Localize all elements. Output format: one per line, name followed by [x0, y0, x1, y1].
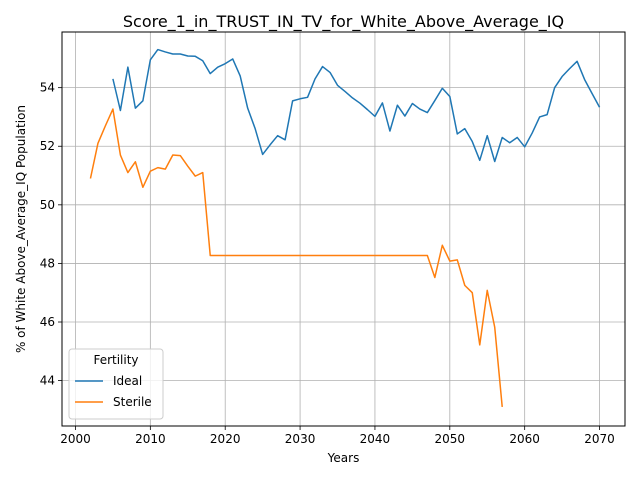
x-axis-ticks: 2000 2010 2020 2030 2040 2050 2060 2070: [60, 426, 615, 446]
series-line-sterile: [89, 108, 503, 408]
y-tick-label: 46: [40, 315, 55, 329]
x-tick-label: 2030: [285, 432, 316, 446]
y-tick-label: 48: [40, 256, 55, 270]
x-tick-label: 2040: [360, 432, 391, 446]
x-tick-label: 2010: [135, 432, 166, 446]
x-axis-label: Years: [327, 451, 360, 465]
axes-frame: [61, 31, 626, 427]
x-tick-label: 2070: [584, 432, 615, 446]
series-lines: [89, 48, 601, 408]
x-tick-label: 2000: [60, 432, 91, 446]
x-tick-label: 2020: [210, 432, 241, 446]
legend-label-sterile: Sterile: [113, 395, 152, 409]
series-line-ideal: [112, 48, 601, 163]
x-tick-label: 2050: [435, 432, 466, 446]
y-tick-label: 54: [40, 81, 55, 95]
y-tick-label: 52: [40, 139, 55, 153]
y-tick-label: 44: [40, 374, 55, 388]
y-axis-label: % of White Above_Average_IQ Population: [14, 105, 28, 353]
chart-title: Score_1_in_TRUST_IN_TV_for_White_Above_A…: [123, 12, 564, 32]
y-tick-label: 50: [40, 198, 55, 212]
y-axis-ticks: 44 46 48 50 52 54: [40, 81, 62, 388]
legend-label-ideal: Ideal: [113, 374, 142, 388]
legend: Fertility Ideal Sterile: [68, 348, 164, 420]
x-tick-label: 2060: [509, 432, 540, 446]
legend-title: Fertility: [93, 353, 138, 367]
